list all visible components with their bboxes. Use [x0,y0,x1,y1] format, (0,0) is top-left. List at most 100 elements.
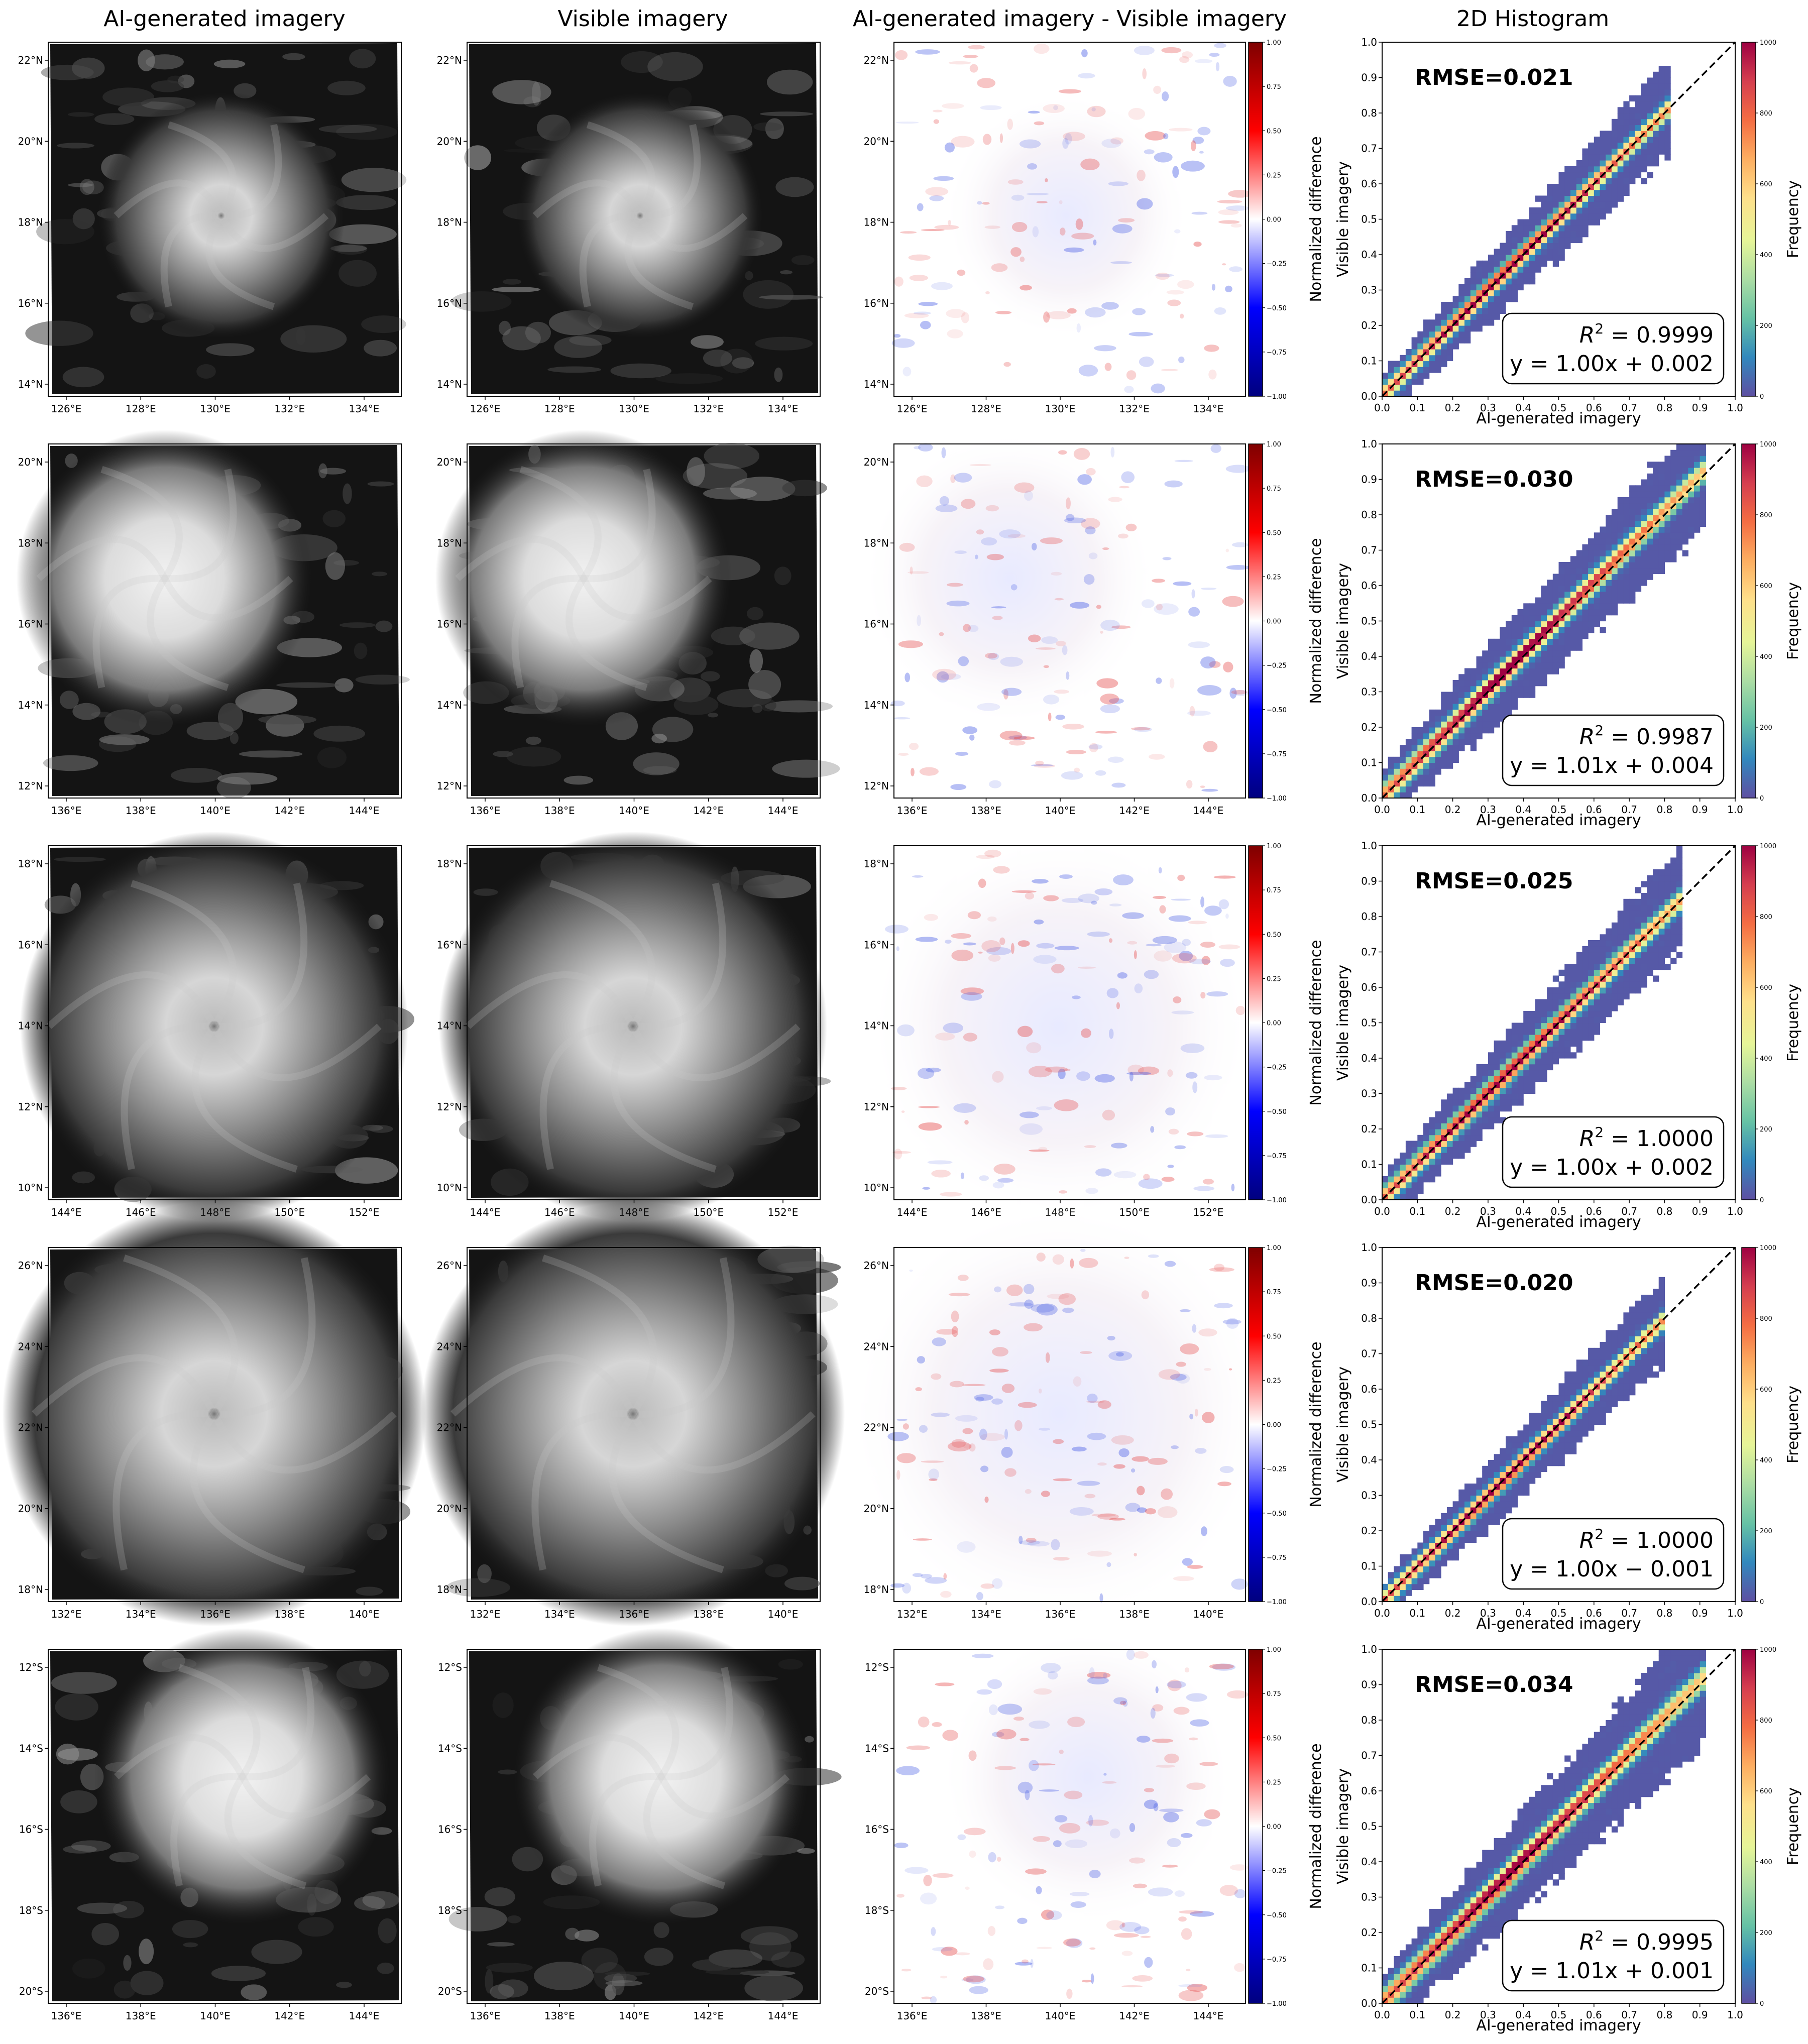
histogram-bin [1423,1974,1430,1980]
diff-speckle [1039,1427,1051,1431]
diff-speckle [951,949,974,962]
histogram-bin [1588,172,1595,178]
histogram-bin [1394,384,1400,391]
lat-tick-label: 10°N [864,1182,889,1194]
diff-speckle [1078,966,1096,969]
diff-colorbar-tick-label: −0.50 [1267,1108,1287,1116]
frequency-colorbar-label: Frequency [1784,180,1802,258]
histogram-bin [1600,981,1606,988]
histogram-bin [1617,1342,1624,1348]
histogram-bin [1629,562,1636,569]
histogram-bin [1694,462,1701,468]
histogram-bin [1600,1371,1606,1378]
histogram-bin [1500,290,1506,296]
histogram-bin [1517,1436,1524,1443]
map-frame [467,845,821,1200]
histogram-bin [1423,1141,1430,1147]
diff-speckle [1007,179,1024,185]
histogram-bin [1517,284,1524,291]
diff-speckle [894,276,903,287]
diff-speckle [1033,1688,1052,1695]
histogram-bin [1458,721,1465,728]
lat-tick-label: 12°S [438,1661,462,1673]
diff-speckle [1126,370,1137,380]
histogram-bin [1470,1489,1477,1496]
histogram-bin [1653,1312,1659,1319]
histogram-bin [1441,1519,1447,1525]
histogram-bin [1494,1507,1500,1514]
spiral-band [643,1774,726,1889]
diff-speckle [963,1443,973,1449]
histogram-bin [1529,674,1536,680]
histogram-bin [1647,922,1653,929]
histogram-bin [1664,515,1671,521]
histogram-bin [1411,774,1418,781]
histogram-bin [1458,1153,1465,1159]
histogram-bin [1606,544,1612,551]
histogram-bin [1623,125,1630,131]
diff-speckle [994,1286,1001,1293]
histogram-bin [1429,319,1435,326]
histogram-bin [1582,633,1589,639]
cloud-patch [41,64,94,80]
diff-speckle [1178,356,1185,364]
histogram-bin [1405,384,1412,391]
spiral-band [167,121,237,218]
histogram-bin [1623,1330,1630,1336]
histogram-bin [1494,1046,1500,1053]
histogram-bin [1653,497,1659,504]
histogram-bin [1547,1418,1553,1425]
diff-speckle [1225,465,1251,473]
histogram-bin [1582,1371,1589,1378]
histogram-bin [1452,296,1459,302]
histogram-bin [1552,1430,1559,1437]
histogram-bin [1506,656,1512,663]
identity-dashed-line [1381,443,1736,799]
cloud-patch [359,1661,371,1677]
histogram-bin [1535,668,1541,674]
histogram-bin [1429,715,1435,722]
diff-speckle [1001,1446,1013,1458]
histogram-bin [1494,1454,1500,1460]
histogram-bin [1664,922,1671,929]
lon-tick-label: 134°E [349,403,380,415]
histogram-bin [1582,556,1589,562]
histogram-bin [1623,567,1630,575]
lat-tick-label: 22°N [437,54,462,66]
histogram-bin [1552,1401,1559,1407]
histogram-bin [1617,148,1624,155]
diff-speckle [1100,619,1120,631]
lat-tick-label: 18°N [864,858,889,870]
histogram-bin [1664,881,1671,887]
lat-tick-label: 12°N [437,780,462,792]
lon-tick-label: 126°E [470,403,501,415]
histogram-bin [1623,586,1630,592]
histogram-bin [1523,1436,1530,1443]
lat-tick-label: 22°N [864,1422,889,1434]
diff-colorbar-label: Normalized difference [1307,1341,1325,1507]
diff-speckle [1100,704,1120,714]
cloud-patch [68,183,93,187]
diff-speckle [980,1433,1005,1441]
cloud-patch [448,1906,507,1932]
diff-speckle [989,780,1001,788]
histogram-bin [1600,1395,1606,1402]
cloud-patch [62,367,104,388]
histogram-bin [1582,1418,1589,1425]
histogram-bin [1570,1016,1577,1024]
histogram-bin [1535,1011,1541,1017]
histogram-bin [1423,1158,1430,1165]
cloud-patch [206,343,255,357]
histogram-bin [1529,656,1536,663]
histogram-bin [1582,567,1589,575]
histogram-bin [1523,225,1530,232]
histogram-bin [1700,509,1706,515]
histogram-bin [1600,567,1606,575]
histogram-bin [1558,1407,1565,1413]
histogram-bin [1506,1465,1512,1472]
histogram-bin [1541,195,1547,202]
histogram-bin [1570,1395,1577,1402]
diff-speckle [1066,671,1070,680]
histogram-bin [1494,255,1500,261]
histogram-bin [1570,1377,1577,1384]
